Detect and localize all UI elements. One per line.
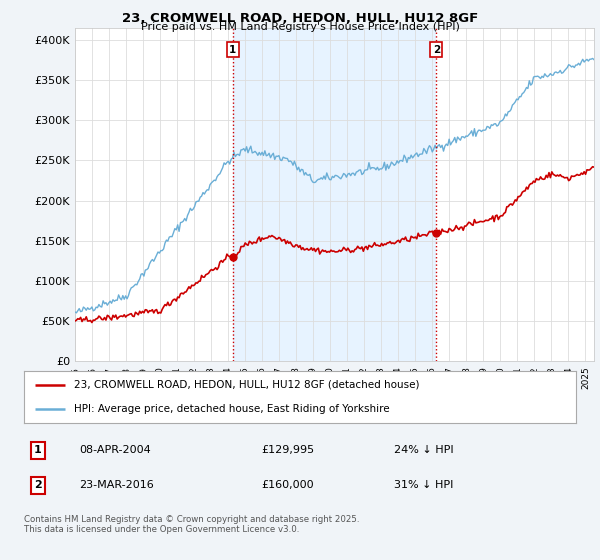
Text: 23-MAR-2016: 23-MAR-2016 (79, 480, 154, 490)
Text: HPI: Average price, detached house, East Riding of Yorkshire: HPI: Average price, detached house, East… (74, 404, 389, 414)
Bar (233, 28, 436, 361)
Text: 2: 2 (433, 45, 440, 55)
Text: £160,000: £160,000 (262, 480, 314, 490)
Text: 1: 1 (229, 45, 236, 55)
Text: 1: 1 (34, 445, 41, 455)
Text: 24% ↓ HPI: 24% ↓ HPI (394, 445, 454, 455)
Text: 08-APR-2004: 08-APR-2004 (79, 445, 151, 455)
Text: Price paid vs. HM Land Registry's House Price Index (HPI): Price paid vs. HM Land Registry's House … (140, 22, 460, 32)
Text: 23, CROMWELL ROAD, HEDON, HULL, HU12 8GF: 23, CROMWELL ROAD, HEDON, HULL, HU12 8GF (122, 12, 478, 25)
Text: 2: 2 (34, 480, 41, 490)
Text: £129,995: £129,995 (262, 445, 314, 455)
Text: 23, CROMWELL ROAD, HEDON, HULL, HU12 8GF (detached house): 23, CROMWELL ROAD, HEDON, HULL, HU12 8GF… (74, 380, 419, 390)
Text: 31% ↓ HPI: 31% ↓ HPI (394, 480, 453, 490)
Text: Contains HM Land Registry data © Crown copyright and database right 2025.
This d: Contains HM Land Registry data © Crown c… (24, 515, 359, 534)
